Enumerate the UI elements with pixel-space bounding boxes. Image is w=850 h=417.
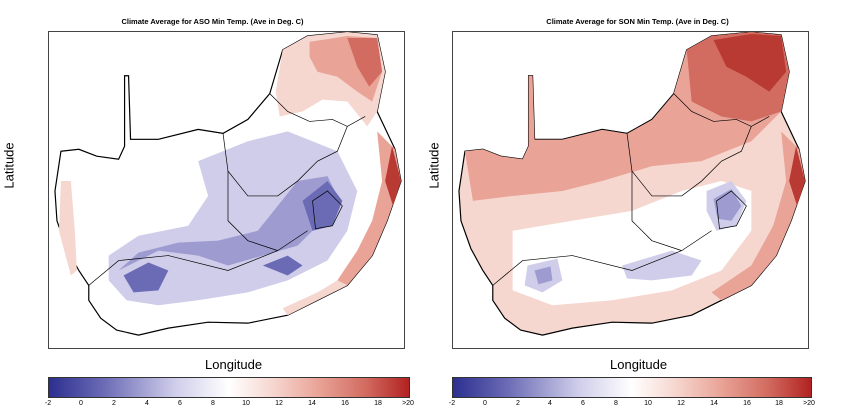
y-axis-label: Latitude xyxy=(1,142,17,189)
south-africa-map xyxy=(458,32,806,336)
colorbar-tick: 8 xyxy=(211,400,215,407)
colorbar xyxy=(452,377,812,398)
colorbar-tick: 8 xyxy=(614,400,618,407)
colorbar-tick: 2 xyxy=(516,400,520,407)
colorbar-tick: 10 xyxy=(242,400,250,407)
south-africa-map xyxy=(54,32,402,336)
colorbar-tick: 0 xyxy=(483,400,487,407)
colorbar-tick: 4 xyxy=(548,400,552,407)
y-axis-label: Latitude xyxy=(426,142,442,189)
colorbar xyxy=(48,377,410,398)
colorbar-tick: -2 xyxy=(44,400,52,407)
colorbar-tick: 14 xyxy=(710,400,718,407)
colorbar-tick: 18 xyxy=(775,400,783,407)
colorbar-tick: 16 xyxy=(743,400,751,407)
map-title: Climate Average for SON Min Temp. (Ave i… xyxy=(546,17,729,26)
colorbar-tick: 2 xyxy=(112,400,116,407)
colorbar-tick: 0 xyxy=(79,400,83,407)
colorbar-tick: 14 xyxy=(308,400,316,407)
colorbar-tick: >20 xyxy=(803,400,815,407)
map-plot-area xyxy=(452,31,809,349)
colorbar-tick: 6 xyxy=(581,400,585,407)
colorbar-tick: 16 xyxy=(341,400,349,407)
colorbar-tick: -2 xyxy=(448,400,456,407)
map-plot-area xyxy=(48,31,405,349)
x-axis-label: Longitude xyxy=(205,357,263,372)
colorbar-tick: 12 xyxy=(275,400,283,407)
colorbar-tick: 6 xyxy=(178,400,182,407)
colorbar-tick: 4 xyxy=(145,400,149,407)
map-title: Climate Average for ASO Min Temp. (Ave i… xyxy=(121,17,304,26)
map-panel-son: Climate Average for SON Min Temp. (Ave i… xyxy=(425,0,850,417)
colorbar-tick: >20 xyxy=(402,400,414,407)
colorbar-tick: 12 xyxy=(677,400,685,407)
map-panel-aso: Climate Average for ASO Min Temp. (Ave i… xyxy=(1,17,414,407)
x-axis-label: Longitude xyxy=(610,357,668,372)
colorbar-tick: 18 xyxy=(374,400,382,407)
colorbar-tick: 10 xyxy=(644,400,652,407)
